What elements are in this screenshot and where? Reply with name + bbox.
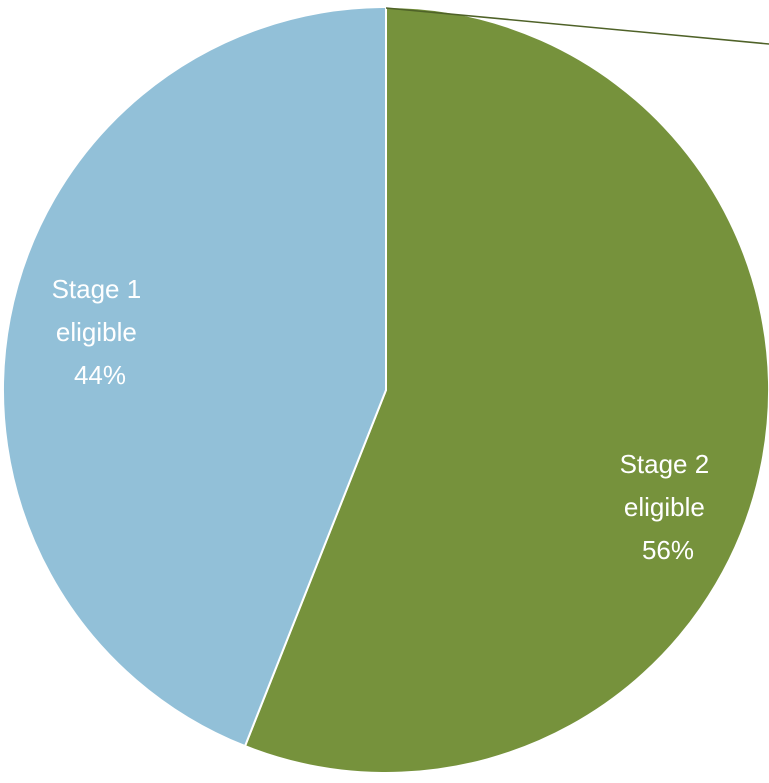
slice-label-stage-1-line-1: Stage 1 — [52, 274, 142, 304]
slice-label-stage-2-line-1: Stage 2 — [620, 449, 710, 479]
slice-label-stage-2: Stage 2 eligible 56% — [620, 449, 717, 565]
pie-slices — [2, 5, 769, 774]
leader-line — [385, 7, 769, 45]
pie-slice-stage-1 — [2, 5, 387, 748]
slice-label-stage-2-line-2: eligible — [624, 492, 705, 522]
slice-label-stage-1-line-3: 44% — [74, 360, 126, 390]
slice-label-stage-1-line-2: eligible — [56, 317, 137, 347]
slice-label-stage-1: Stage 1 eligible 44% — [52, 274, 149, 390]
pie-slice-stage-2 — [243, 5, 769, 774]
slice-label-stage-2-line-3: 56% — [642, 535, 694, 565]
